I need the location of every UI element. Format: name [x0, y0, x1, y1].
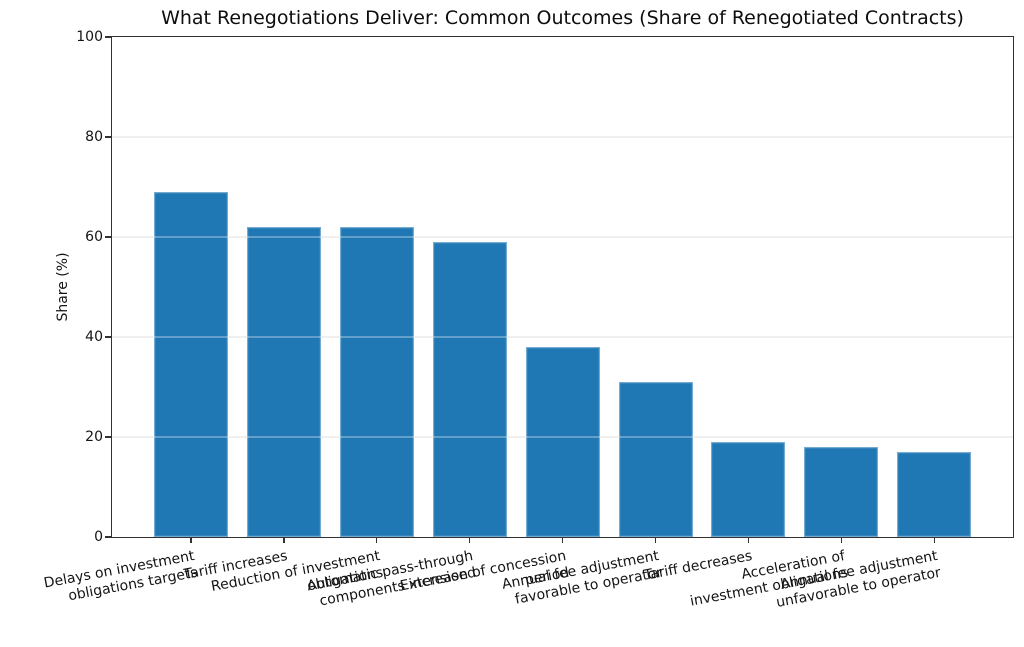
y-tick-label: 80 — [85, 129, 103, 145]
y-tick-mark — [105, 536, 112, 538]
y-tick-mark — [105, 36, 112, 38]
bar — [897, 452, 972, 537]
x-tick-mark — [283, 537, 285, 543]
y-tick-label: 40 — [85, 329, 103, 345]
bar — [339, 227, 414, 537]
y-axis-label: Share (%) — [55, 252, 71, 322]
x-tick-mark — [561, 537, 564, 543]
gridline — [112, 236, 1013, 238]
gridline — [112, 136, 1013, 138]
y-tick-label: 60 — [85, 229, 103, 245]
y-tick-mark — [105, 236, 112, 238]
bar — [154, 192, 228, 537]
x-tick-mark — [840, 537, 842, 543]
bar — [432, 242, 507, 537]
plot-area — [111, 36, 1014, 538]
chart-title: What Renegotiations Deliver: Common Outc… — [161, 7, 964, 29]
gridline — [112, 336, 1013, 338]
x-tick-mark — [654, 537, 657, 543]
y-tick-mark — [105, 136, 112, 138]
gridline — [112, 336, 1013, 338]
x-tick-label: Delays on investment obligations targets — [42, 548, 199, 604]
bar — [804, 447, 879, 537]
y-tick-mark — [105, 336, 112, 338]
x-tick-mark — [376, 537, 378, 543]
x-tick-mark — [747, 537, 750, 543]
y-tick-label: 100 — [76, 29, 103, 45]
x-tick-mark — [469, 537, 471, 543]
bar — [711, 442, 786, 537]
x-tick-mark — [933, 537, 935, 543]
x-tick-mark — [190, 537, 192, 543]
bar — [246, 227, 321, 537]
gridline — [112, 436, 1013, 438]
y-tick-label: 20 — [85, 429, 103, 445]
bar — [618, 382, 693, 537]
y-tick-label: 0 — [94, 529, 103, 545]
y-tick-mark — [105, 436, 112, 438]
bar — [525, 347, 600, 537]
gridline — [112, 136, 1013, 138]
gridline — [112, 236, 1013, 238]
